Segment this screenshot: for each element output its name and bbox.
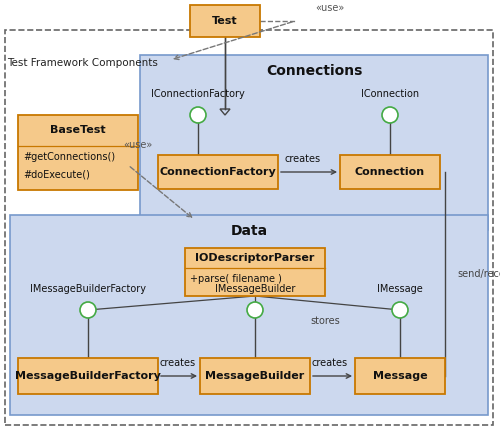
- Text: IConnection: IConnection: [361, 89, 419, 99]
- Text: creates: creates: [285, 154, 321, 164]
- Text: creates: creates: [160, 358, 196, 368]
- Circle shape: [247, 302, 263, 318]
- Bar: [190, 5, 260, 37]
- Text: #getConnections(): #getConnections(): [23, 152, 115, 162]
- Circle shape: [392, 302, 408, 318]
- Text: IConnectionFactory: IConnectionFactory: [151, 89, 245, 99]
- Circle shape: [190, 107, 206, 123]
- Text: #doExecute(): #doExecute(): [23, 169, 90, 179]
- Circle shape: [80, 302, 96, 318]
- Text: «use»: «use»: [123, 140, 152, 150]
- Text: «use»: «use»: [315, 3, 344, 13]
- Text: MessageBuilderFactory: MessageBuilderFactory: [15, 371, 161, 381]
- Text: BaseTest: BaseTest: [50, 125, 106, 135]
- Text: Test: Test: [212, 16, 238, 26]
- Text: +parse( filename ): +parse( filename ): [190, 274, 282, 284]
- Text: Connections: Connections: [266, 64, 362, 78]
- Text: Data: Data: [230, 224, 268, 238]
- Text: IODescriptorParser: IODescriptorParser: [196, 253, 314, 263]
- Text: Connection: Connection: [355, 167, 425, 177]
- Circle shape: [382, 107, 398, 123]
- Bar: [340, 155, 440, 189]
- Text: ConnectionFactory: ConnectionFactory: [160, 167, 276, 177]
- Text: send/receive: send/receive: [457, 269, 500, 279]
- Text: MessageBuilder: MessageBuilder: [206, 371, 304, 381]
- Text: IMessage: IMessage: [377, 284, 423, 294]
- Bar: [355, 358, 445, 394]
- Bar: [158, 155, 278, 189]
- Text: IMessageBuilder: IMessageBuilder: [215, 284, 295, 294]
- Text: Message: Message: [372, 371, 428, 381]
- Text: IMessageBuilderFactory: IMessageBuilderFactory: [30, 284, 146, 294]
- Bar: [185, 248, 325, 296]
- Bar: [18, 115, 138, 190]
- Text: Test Framework Components: Test Framework Components: [7, 58, 158, 68]
- Bar: [18, 358, 158, 394]
- Bar: [140, 55, 488, 230]
- Bar: [10, 215, 488, 415]
- Text: stores: stores: [310, 316, 340, 326]
- Text: creates: creates: [312, 358, 348, 368]
- Bar: [200, 358, 310, 394]
